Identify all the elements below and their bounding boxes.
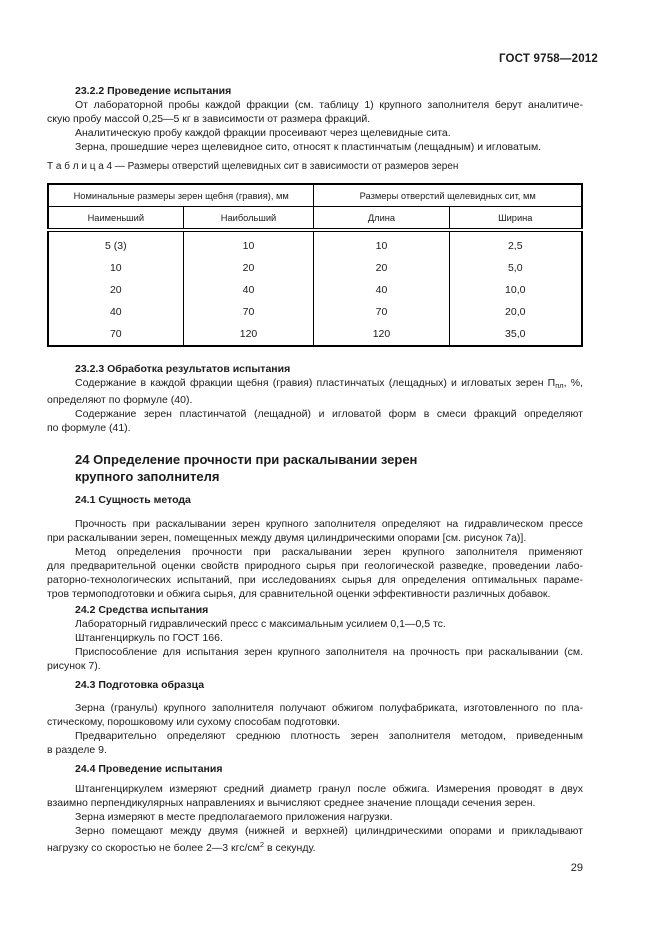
text-line: Штангенциркуль по ГОСТ 166.	[75, 632, 223, 644]
text-line: тров термоподготовки и обжига сырья, для…	[47, 588, 551, 600]
table-cell: 120	[182, 323, 315, 346]
text-line: Зерна (гранулы) крупного заполнителя пол…	[75, 702, 583, 714]
table-cell: 5,0	[448, 257, 583, 279]
page-content: 23.2.2 Проведение испытания От лаборатор…	[47, 66, 583, 875]
table-group-header-cell: Размеры отверстий щелевидных сит, мм	[313, 183, 583, 207]
table-group-header-cell: Номинальные размеры зерен щебня (гравия)…	[47, 183, 315, 207]
paragraph: Лабораторный гидравлический пресс с макс…	[47, 617, 583, 631]
table-cell: 10	[182, 230, 315, 257]
text-line: Приспособление для испытания зерен крупн…	[75, 646, 583, 658]
section-heading-23-2-3: 23.2.3 Обработка результатов испытания	[75, 363, 291, 375]
table-cell: 5 (3)	[47, 230, 184, 257]
text-line: взаимно перпендикулярных направлениях и …	[47, 797, 536, 809]
table-cell: 20	[47, 279, 184, 301]
text-run: Содержание в каждой фракции щебня (грави…	[75, 377, 556, 389]
table-subheader-row: Наименьший Наибольший Длина Ширина	[47, 206, 583, 232]
text-line: по формуле (41).	[47, 422, 131, 434]
table-cell: 10,0	[448, 279, 583, 301]
text-run: в секунду.	[264, 842, 316, 854]
text-line: Метод определения прочности при раскалыв…	[75, 546, 583, 558]
table-header-cell: Наименьший	[47, 206, 184, 232]
section-heading-24-2: 24.2 Средства испытания	[75, 604, 209, 616]
paragraph: Метод определения прочности при раскалыв…	[47, 545, 583, 601]
table-row: 70 120 120 35,0	[47, 323, 583, 346]
table-cell: 120	[313, 323, 450, 346]
text-line: рисунок 7).	[47, 660, 101, 672]
paragraph: Аналитическую пробу каждой фракции просе…	[47, 126, 583, 140]
paragraph: Штангенциркуль по ГОСТ 166.	[47, 631, 583, 645]
text-line: нагрузку со скоростью не более 2—3 кгс/с…	[47, 838, 583, 855]
table-cell: 20	[313, 257, 450, 279]
section-heading-24: 24 Определение прочности при раскалывани…	[75, 451, 583, 485]
paragraph: Зерна (гранулы) крупного заполнителя пол…	[47, 701, 583, 729]
paragraph: Прочность при раскалывании зерен крупног…	[47, 517, 583, 545]
text-line: Содержание зерен пластинчатой (лещадной)…	[75, 408, 583, 420]
page-number: 29	[570, 862, 583, 874]
text-run: нагрузку со скоростью не более 2—3 кгс/с…	[47, 842, 260, 854]
table-row: 20 40 40 10,0	[47, 279, 583, 301]
table-cell: 2,5	[448, 230, 583, 257]
paragraph: Штангенциркулем измеряют средний диаметр…	[47, 782, 583, 810]
table-cell: 20	[182, 257, 315, 279]
table-cell: 40	[313, 279, 450, 301]
text-line: Содержание в каждой фракции щебня (грави…	[47, 376, 583, 393]
section-heading-24-4: 24.4 Проведение испытания	[75, 763, 223, 775]
text-line: при раскалывании зерен, помещенных между…	[47, 532, 527, 544]
text-line: Зерна измеряют в месте предполагаемого п…	[75, 811, 393, 823]
text-line: для предварительной оценки свойств приро…	[47, 560, 583, 572]
section-heading-23-2-2: 23.2.2 Проведение испытания	[75, 85, 232, 97]
heading-line: 24 Определение прочности при раскалывани…	[75, 452, 418, 467]
text-line: в разделе 9.	[47, 744, 107, 756]
paragraph: От лабораторной пробы каждой фракции (см…	[47, 98, 583, 126]
table-header-cell: Наибольший	[182, 206, 315, 232]
text-line: Зерна, прошедшие через щелевидное сито, …	[75, 141, 542, 153]
table-cell: 70	[47, 323, 184, 346]
paragraph: Приспособление для испытания зерен крупн…	[47, 645, 583, 673]
table-body: 5 (3) 10 10 2,5 10 20 20 5,0 20 40 40 10,0 40 70 70 20,…	[47, 230, 583, 346]
table-4: Номинальные размеры зерен щебня (гравия)…	[47, 183, 583, 347]
table-row: 5 (3) 10 10 2,5	[47, 230, 583, 257]
paragraph: Предварительно определяют среднюю плотно…	[47, 729, 583, 757]
table-row: 40 70 70 20,0	[47, 301, 583, 323]
table-row: 10 20 20 5,0	[47, 257, 583, 279]
paragraph: Содержание зерен пластинчатой (лещадной)…	[47, 407, 583, 435]
text-line: От лабораторной пробы каждой фракции (см…	[75, 99, 583, 111]
table-cell: 40	[47, 301, 184, 323]
heading-line: крупного заполнителя	[75, 469, 220, 484]
subscript-text: пл	[555, 381, 564, 390]
text-line: Аналитическую пробу каждой фракции просе…	[75, 127, 451, 139]
text-line: стическому, порошковому или сухому спосо…	[47, 716, 340, 728]
superscript-text: 2	[259, 840, 265, 849]
table-cell: 70	[313, 301, 450, 323]
text-run: , %,	[563, 377, 583, 389]
table-header-cell: Длина	[313, 206, 450, 232]
paragraph: Содержание в каждой фракции щебня (грави…	[47, 376, 583, 407]
section-heading-24-1: 24.1 Сущность метода	[75, 494, 191, 506]
table-cell: 35,0	[448, 323, 583, 346]
text-line: Лабораторный гидравлический пресс с макс…	[75, 618, 446, 630]
table-cell: 10	[313, 230, 450, 257]
text-line: определяют по формуле (40).	[47, 394, 193, 406]
text-line: скую пробу массой 0,25—5 кг в зависимост…	[47, 113, 371, 125]
table-caption: Т а б л и ц а 4 — Размеры отверстий щеле…	[47, 161, 459, 172]
section-heading-24-3: 24.3 Подготовка образца	[75, 679, 205, 691]
text-line: раторно-технологических испытаний, при и…	[47, 574, 583, 586]
table-cell: 40	[182, 279, 315, 301]
table-group-header-row: Номинальные размеры зерен щебня (гравия)…	[47, 183, 583, 207]
text-line: Прочность при раскалывании зерен крупног…	[75, 518, 583, 530]
text-line: Штангенциркулем измеряют средний диаметр…	[75, 783, 583, 795]
paragraph: Зерна, прошедшие через щелевидное сито, …	[47, 140, 583, 154]
text-line: Зерно помещают между двумя (нижней и вер…	[75, 825, 583, 837]
table-cell: 10	[47, 257, 184, 279]
table-header-cell: Ширина	[448, 206, 583, 232]
table-cell: 70	[182, 301, 315, 323]
running-header: ГОСТ 9758—2012	[498, 53, 598, 65]
paragraph: Зерна измеряют в месте предполагаемого п…	[47, 810, 583, 824]
paragraph: Зерно помещают между двумя (нижней и вер…	[47, 824, 583, 855]
table-cell: 20,0	[448, 301, 583, 323]
text-line: Предварительно определяют среднюю плотно…	[75, 730, 583, 742]
